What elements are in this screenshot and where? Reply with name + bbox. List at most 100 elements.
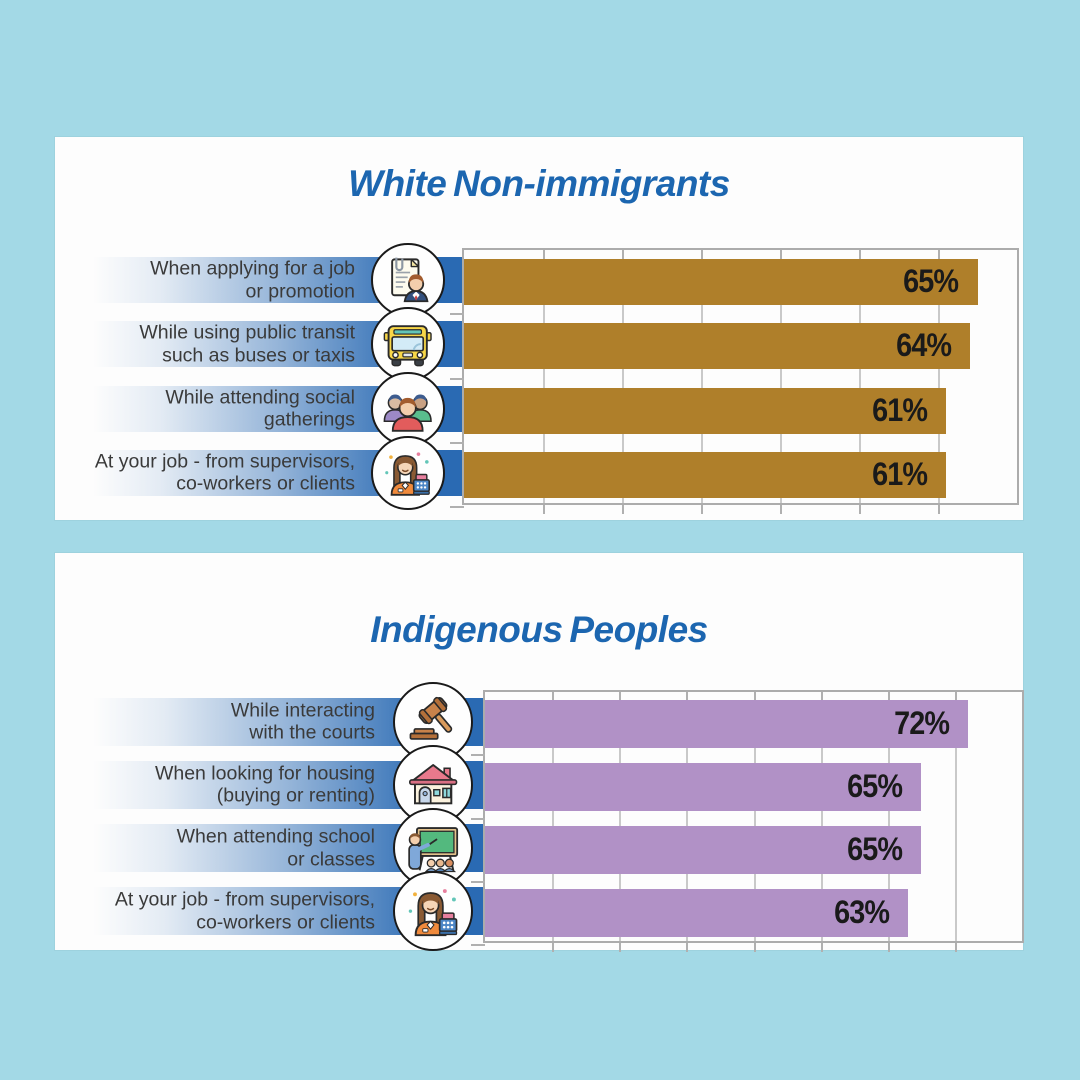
category-label: When attending school or classes <box>85 826 375 871</box>
gridline <box>859 250 861 503</box>
axis-tick <box>753 943 756 952</box>
axis-tick <box>954 692 957 701</box>
category-label-line: When applying for a job <box>150 257 355 280</box>
axis-tick <box>820 692 823 701</box>
axis-tick <box>619 943 622 952</box>
axis-tick <box>686 943 689 952</box>
axis-tick <box>622 505 624 514</box>
axis-tick <box>780 505 782 514</box>
category-tick <box>471 754 485 757</box>
gridline <box>552 692 555 941</box>
axis-tick <box>820 943 823 952</box>
bar: 65% <box>464 259 978 306</box>
gridline <box>619 692 622 941</box>
bar-value-label: 65% <box>847 830 903 867</box>
category-label: While interacting with the courts <box>85 699 375 744</box>
school-icon <box>393 808 473 889</box>
category-tick <box>450 377 464 380</box>
gridline <box>954 692 957 941</box>
bar: 72% <box>485 699 969 748</box>
bar: 65% <box>485 826 922 875</box>
category-label: When applying for a job or promotion <box>85 258 355 303</box>
category-label-line: When attending school <box>176 825 375 848</box>
axis-tick <box>938 505 940 514</box>
category-label: At your job - from supervisors, co-worker… <box>85 450 355 495</box>
category-tick <box>450 313 464 316</box>
bar-value-label: 72% <box>894 704 950 741</box>
axis-tick <box>552 943 555 952</box>
chart-title: White Non-immigrants <box>348 163 730 204</box>
category-label-line: or promotion <box>245 280 355 303</box>
axis-tick <box>543 505 545 514</box>
category-tick <box>450 441 464 444</box>
plot-area: 65% 64% 61% 61% <box>450 248 1019 514</box>
axis-tick <box>701 250 703 259</box>
bar: 61% <box>464 387 946 434</box>
category-label-line: gatherings <box>263 408 355 431</box>
axis-tick <box>619 692 622 701</box>
chart-panel-white-non-immigrants: White Non-immigrants 65% 64% 61% 61% When a… <box>55 137 1023 520</box>
bar-value-label: 65% <box>903 262 960 299</box>
plot-area: 72% 65% 65% 63% <box>471 690 1024 952</box>
gridline <box>543 250 545 503</box>
job-application-icon <box>371 243 445 318</box>
axis-tick <box>859 250 861 259</box>
axis-tick <box>686 692 689 701</box>
bar-value-label: 63% <box>833 894 890 931</box>
axis-tick <box>954 943 957 952</box>
chart-title: Indigenous Peoples <box>370 609 708 650</box>
cashier-icon <box>393 871 473 952</box>
bar-value-label: 61% <box>871 391 928 428</box>
bar: 64% <box>464 323 970 370</box>
gridline <box>938 250 940 503</box>
category-label: At your job - from supervisors, co-worker… <box>85 889 375 934</box>
category-tick <box>471 880 485 883</box>
category-label-line: At your job - from supervisors, <box>114 888 375 911</box>
cashier-icon <box>371 435 445 510</box>
category-label-line: While using public transit <box>139 321 355 344</box>
category-label-line: co-workers or clients <box>176 472 355 495</box>
category-label-line: such as buses or taxis <box>162 344 355 367</box>
social-gatherings-icon <box>371 371 445 446</box>
bar-value-label: 64% <box>895 327 952 364</box>
category-label-line: While interacting <box>230 699 375 722</box>
bar: 63% <box>485 889 908 938</box>
axis-tick <box>543 250 545 259</box>
bar-value-label: 61% <box>871 455 928 492</box>
category-tick <box>450 506 464 508</box>
bus-icon <box>371 307 445 382</box>
gridline <box>887 692 890 941</box>
gridline <box>622 250 624 503</box>
gridline <box>686 692 689 941</box>
gridline <box>701 250 703 503</box>
chart-panel-indigenous-peoples: Indigenous Peoples 72% 65% 65% 63% While in… <box>55 553 1024 952</box>
category-label-line: or classes <box>287 848 375 871</box>
axis-tick <box>887 692 890 701</box>
category-label-line: While attending social <box>165 386 355 409</box>
gridline <box>753 692 756 941</box>
gridline <box>820 692 823 941</box>
axis-tick <box>859 505 861 514</box>
axis-tick <box>552 692 555 701</box>
axis-tick <box>622 250 624 259</box>
category-label: When looking for housing (buying or renti… <box>85 762 375 807</box>
category-label-line: At your job - from supervisors, <box>94 450 355 473</box>
axis-tick <box>780 250 782 259</box>
axis-tick <box>887 943 890 952</box>
bar-value-label: 65% <box>847 767 903 804</box>
bar: 65% <box>485 762 922 811</box>
category-label-line: (buying or renting) <box>216 784 375 807</box>
category-label: While using public transit such as buses … <box>85 322 355 367</box>
category-label-line: co-workers or clients <box>196 911 375 934</box>
category-tick <box>471 817 485 820</box>
gridline <box>780 250 782 503</box>
category-label: While attending social gatherings <box>85 386 355 431</box>
category-tick <box>471 944 485 946</box>
category-label-line: with the courts <box>249 721 375 744</box>
axis-tick <box>938 250 940 259</box>
category-label-line: When looking for housing <box>154 762 375 785</box>
axis-tick <box>701 505 703 514</box>
bar: 61% <box>464 451 946 498</box>
axis-tick <box>753 692 756 701</box>
